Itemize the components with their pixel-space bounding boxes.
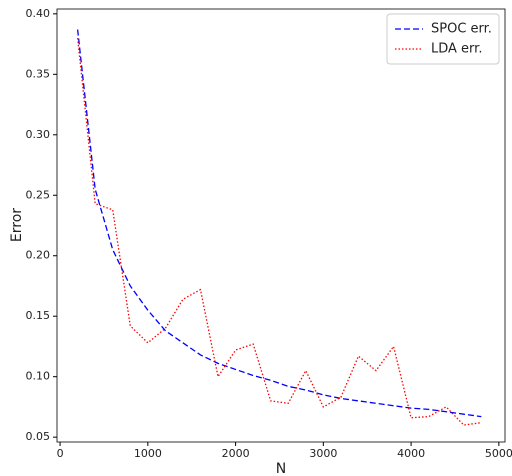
x-tick-label: 3000	[309, 447, 337, 460]
x-tick-label: 2000	[222, 447, 250, 460]
y-tick-label: 0.35	[26, 67, 51, 80]
y-tick-label: 0.15	[26, 309, 51, 322]
series-line	[76, 37, 482, 426]
x-tick-label: 1000	[134, 447, 162, 460]
legend-box	[386, 13, 500, 65]
x-tick-label: 0	[57, 447, 64, 460]
y-tick-label: 0.25	[26, 188, 51, 201]
y-tick-label: 0.05	[26, 430, 51, 443]
x-axis-label: N	[276, 461, 286, 476]
series-line	[76, 29, 482, 418]
x-tick-label: 5000	[485, 447, 512, 460]
plot-frame	[56, 8, 506, 443]
legend-label: LDA err.	[431, 42, 482, 57]
y-tick-label: 0.30	[26, 128, 51, 141]
y-tick-label: 0.20	[26, 249, 51, 262]
y-tick-label: 0.10	[26, 370, 51, 383]
y-axis-label: Error	[9, 208, 25, 242]
x-tick-label: 4000	[397, 447, 425, 460]
y-tick-label: 0.40	[26, 7, 51, 20]
legend-label: SPOC err.	[431, 22, 492, 37]
